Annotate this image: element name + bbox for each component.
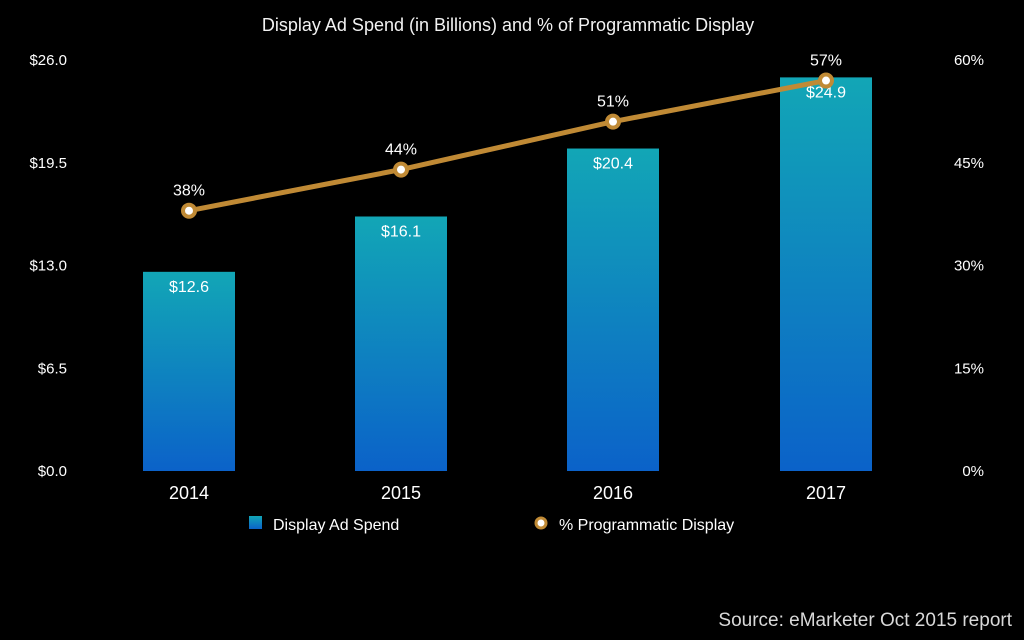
source-annotation: Source: eMarketer Oct 2015 report — [718, 610, 1012, 631]
y-left-tick-label: $13.0 — [29, 258, 67, 275]
line-point — [818, 72, 834, 89]
legend-label-bar: Display Ad Spend — [273, 517, 399, 534]
bar — [143, 271, 235, 471]
bar — [567, 148, 659, 471]
y-right-tick-label: 60% — [954, 52, 984, 69]
y-left-tick-label: $6.5 — [38, 360, 67, 377]
bar — [355, 216, 447, 471]
line-series: 38% 44% 51% 57% — [173, 53, 842, 219]
y-right-tick-label: 45% — [954, 155, 984, 172]
bar — [780, 77, 872, 471]
bar-value-label: $24.9 — [806, 84, 846, 101]
y-left-tick-label: $26.0 — [29, 52, 67, 69]
bar-series: $12.6 $16.1 $20.4 $24.9 — [143, 77, 872, 471]
line-value-label: 38% — [173, 183, 205, 200]
legend-swatch-bar — [249, 516, 262, 529]
y-right-tick-label: 0% — [962, 463, 984, 480]
x-axis: 2014 2015 2016 2017 — [169, 483, 846, 503]
x-tick-label: 2017 — [806, 483, 846, 503]
x-tick-label: 2016 — [593, 483, 633, 503]
y-left-tick-label: $19.5 — [29, 155, 67, 172]
chart-title: Display Ad Spend (in Billions) and % of … — [262, 15, 754, 35]
bar-value-label: $12.6 — [169, 279, 209, 296]
y-right-tick-label: 15% — [954, 360, 984, 377]
legend: Display Ad Spend % Programmatic Display — [249, 516, 734, 534]
bar-value-label: $20.4 — [593, 156, 633, 173]
line-path — [188, 78, 827, 214]
legend-marker-line — [534, 516, 548, 530]
legend-label-line: % Programmatic Display — [559, 517, 734, 534]
y-right-tick-label: 30% — [954, 258, 984, 275]
bar-value-label: $16.1 — [381, 223, 421, 240]
x-tick-label: 2015 — [381, 483, 421, 503]
line-point — [605, 113, 621, 130]
line-value-label: 51% — [597, 94, 629, 111]
line-point — [181, 202, 197, 219]
y-axis-left: $0.0 $6.5 $13.0 $19.5 $26.0 — [29, 52, 67, 480]
line-value-label: 57% — [810, 53, 842, 70]
y-axis-right: 0% 15% 30% 45% 60% — [954, 52, 984, 480]
y-left-tick-label: $0.0 — [38, 463, 67, 480]
line-point — [393, 161, 409, 178]
line-value-label: 44% — [385, 142, 417, 159]
x-tick-label: 2014 — [169, 483, 209, 503]
